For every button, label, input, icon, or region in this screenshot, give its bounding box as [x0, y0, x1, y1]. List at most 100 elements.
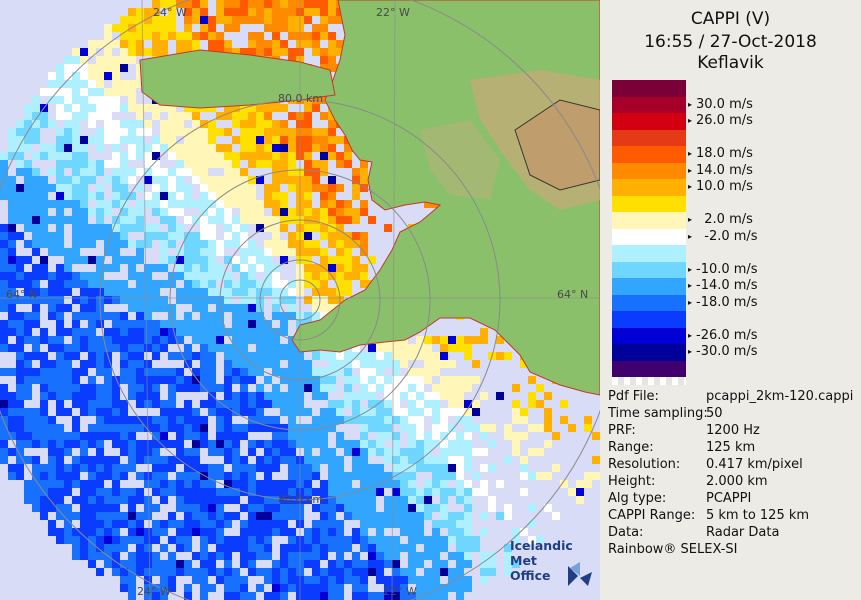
echo-cell	[384, 552, 392, 560]
echo-cell	[112, 96, 120, 104]
echo-cell	[280, 216, 288, 224]
echo-cell	[192, 136, 200, 144]
echo-cell	[8, 272, 16, 280]
echo-cell	[56, 464, 64, 472]
echo-cell	[352, 528, 360, 536]
echo-cell	[128, 296, 136, 304]
echo-cell	[176, 248, 184, 256]
echo-cell	[72, 112, 80, 120]
echo-cell	[312, 424, 320, 432]
echo-cell	[176, 328, 184, 336]
echo-cell	[320, 208, 328, 216]
echo-cell	[80, 88, 88, 96]
echo-cell	[424, 456, 432, 464]
echo-cell	[112, 456, 120, 464]
echo-cell	[112, 376, 120, 384]
echo-cell	[168, 488, 176, 496]
echo-cell	[152, 32, 160, 40]
echo-cell	[472, 424, 480, 432]
echo-cell	[184, 352, 192, 360]
echo-cell	[400, 488, 408, 496]
echo-cell	[216, 552, 224, 560]
echo-cell	[56, 248, 64, 256]
lon-label: 22° W	[376, 6, 410, 19]
echo-cell	[152, 488, 160, 496]
echo-cell	[232, 440, 240, 448]
echo-cell	[280, 424, 288, 432]
echo-cell	[320, 456, 328, 464]
echo-cell	[152, 384, 160, 392]
echo-cell	[200, 200, 208, 208]
echo-cell	[224, 360, 232, 368]
echo-cell	[440, 560, 448, 568]
echo-cell	[120, 256, 128, 264]
echo-cell	[128, 592, 136, 600]
echo-cell	[320, 8, 328, 16]
echo-cell	[360, 160, 368, 168]
echo-cell	[464, 336, 472, 344]
echo-cell	[8, 368, 16, 376]
echo-cell	[240, 152, 248, 160]
echo-cell	[112, 296, 120, 304]
echo-cell	[232, 480, 240, 488]
echo-cell	[496, 336, 504, 344]
echo-cell	[416, 552, 424, 560]
echo-cell	[432, 456, 440, 464]
echo-cell	[344, 560, 352, 568]
echo-cell	[120, 296, 128, 304]
echo-cell	[320, 96, 328, 104]
echo-cell	[16, 472, 24, 480]
echo-cell	[104, 56, 112, 64]
echo-cell	[272, 584, 280, 592]
echo-cell	[440, 480, 448, 488]
echo-cell	[16, 272, 24, 280]
echo-cell	[376, 424, 384, 432]
echo-cell	[304, 112, 312, 120]
echo-cell	[328, 296, 336, 304]
echo-cell	[352, 472, 360, 480]
echo-cell	[408, 520, 416, 528]
echo-cell	[224, 184, 232, 192]
echo-cell	[24, 160, 32, 168]
echo-cell	[320, 504, 328, 512]
echo-cell	[512, 408, 520, 416]
echo-cell	[184, 480, 192, 488]
echo-cell	[264, 16, 272, 24]
echo-cell	[224, 48, 232, 56]
echo-cell	[144, 168, 152, 176]
echo-cell	[248, 296, 256, 304]
echo-cell	[352, 344, 360, 352]
echo-cell	[312, 352, 320, 360]
echo-cell	[48, 168, 56, 176]
echo-cell	[216, 112, 224, 120]
echo-cell	[152, 160, 160, 168]
echo-cell	[528, 472, 536, 480]
echo-cell	[8, 400, 16, 408]
echo-cell	[288, 288, 296, 296]
echo-cell	[304, 176, 312, 184]
echo-cell	[360, 496, 368, 504]
echo-cell	[176, 288, 184, 296]
echo-cell	[248, 536, 256, 544]
echo-cell	[96, 496, 104, 504]
echo-cell	[288, 544, 296, 552]
echo-cell	[104, 328, 112, 336]
echo-cell	[40, 392, 48, 400]
echo-cell	[392, 536, 400, 544]
echo-cell	[168, 216, 176, 224]
echo-cell	[328, 192, 336, 200]
echo-cell	[480, 488, 488, 496]
echo-cell	[440, 392, 448, 400]
echo-cell	[432, 536, 440, 544]
echo-cell	[72, 152, 80, 160]
echo-cell	[360, 544, 368, 552]
echo-cell	[240, 552, 248, 560]
echo-cell	[488, 560, 496, 568]
echo-cell	[168, 424, 176, 432]
echo-cell	[528, 424, 536, 432]
echo-cell	[336, 208, 344, 216]
echo-cell	[104, 248, 112, 256]
echo-cell	[320, 184, 328, 192]
echo-cell	[104, 280, 112, 288]
echo-cell	[8, 256, 16, 264]
